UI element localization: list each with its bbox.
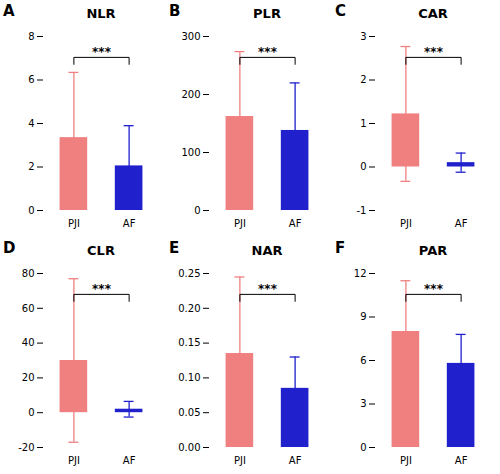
svg-text:0.15: 0.15 [178,337,200,348]
svg-text:***: *** [258,282,278,296]
svg-text:1: 1 [360,118,366,129]
html-text:A: A [3,2,15,20]
svg-text:0: 0 [360,442,366,453]
svg-text:300: 300 [181,31,200,42]
html-text:D: D [3,239,16,257]
svg-text:0: 0 [28,205,34,216]
svg-text:0.10: 0.10 [178,372,200,383]
svg-text:***: *** [424,282,444,296]
svg-text:AF: AF [289,455,302,466]
svg-text:PJI: PJI [68,455,80,466]
svg-text:80: 80 [22,268,35,279]
svg-text:AF: AF [123,455,136,466]
svg-text:4: 4 [28,118,34,129]
svg-text:0.05: 0.05 [178,407,200,418]
svg-text:60: 60 [22,303,35,314]
svg-text:***: *** [92,45,112,59]
svg-text:PJI: PJI [68,218,80,229]
html-text:NAR: NAR [251,243,283,258]
html-text:CAR: CAR [418,6,448,21]
svg-text:2: 2 [28,161,34,172]
svg-text:***: *** [424,45,444,59]
svg-text:3: 3 [360,31,366,42]
svg-text:PJI: PJI [234,455,246,466]
svg-text:20: 20 [22,372,35,383]
svg-text:PJI: PJI [400,455,412,466]
svg-text:***: *** [258,45,278,59]
svg-text:100: 100 [181,147,200,158]
svg-text:9: 9 [360,311,366,322]
svg-text:0: 0 [28,407,34,418]
svg-text:AF: AF [455,218,468,229]
svg-text:***: *** [92,282,112,296]
html-text:B: B [169,2,181,20]
html-text:PAR: PAR [418,243,448,258]
svg-text:-20: -20 [18,442,34,453]
svg-text:0.20: 0.20 [178,303,200,314]
svg-text:PJI: PJI [400,218,412,229]
svg-text:6: 6 [28,74,34,85]
svg-text:0: 0 [194,205,200,216]
html-text:NLR: NLR [86,6,116,21]
svg-text:AF: AF [455,455,468,466]
html-text:E: E [169,239,180,257]
svg-text:40: 40 [22,337,35,348]
html-text:F: F [335,239,346,257]
html-text:PLR: PLR [253,6,281,21]
svg-text:0: 0 [360,161,366,172]
svg-text:AF: AF [123,218,136,229]
html-text:CLR: CLR [87,243,115,258]
svg-text:3: 3 [360,398,366,409]
svg-text:AF: AF [289,218,302,229]
svg-text:-1: -1 [357,205,367,216]
svg-text:8: 8 [28,31,34,42]
svg-text:0.00: 0.00 [178,442,200,453]
svg-text:12: 12 [354,268,367,279]
svg-text:200: 200 [181,89,200,100]
html-text:C: C [335,2,346,20]
svg-text:PJI: PJI [234,218,246,229]
svg-text:2: 2 [360,74,366,85]
svg-text:6: 6 [360,355,366,366]
svg-text:0.25: 0.25 [178,268,200,279]
